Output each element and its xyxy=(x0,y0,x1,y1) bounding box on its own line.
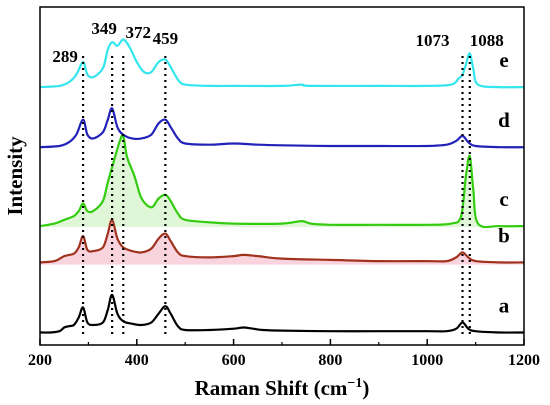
peak-label-372: 372 xyxy=(125,23,151,42)
series-d-line xyxy=(39,107,525,149)
series-c-label: c xyxy=(499,187,508,211)
x-tick-label-800: 800 xyxy=(318,352,342,369)
series-b-fill xyxy=(40,219,524,265)
x-tick-label-200: 200 xyxy=(28,352,52,369)
x-axis-title-sup: −1 xyxy=(347,376,362,391)
x-axis-ticks: 200 400 600 800 1000 1200 xyxy=(28,339,540,369)
x-tick-label-600: 600 xyxy=(222,352,246,369)
y-axis-title: Intensity xyxy=(3,136,27,216)
series-fill-layer xyxy=(40,135,524,265)
x-axis-title-close: ) xyxy=(362,376,369,400)
x-axis-title: Raman Shift (cm−1) xyxy=(195,376,370,400)
series-c-line xyxy=(39,133,525,229)
series-a-line xyxy=(39,293,525,334)
peak-label-289: 289 xyxy=(52,47,78,66)
peak-markers-layer: 289 349 372 459 1073 1088 xyxy=(52,19,504,337)
x-tick-label-1000: 1000 xyxy=(411,352,443,369)
peak-label-1088: 1088 xyxy=(470,31,504,50)
peak-label-459: 459 xyxy=(153,29,179,48)
series-b-line xyxy=(39,218,525,264)
series-letters-layer: a bc d e xyxy=(498,48,510,317)
x-tick-label-400: 400 xyxy=(125,352,149,369)
series-c-fill xyxy=(40,135,524,228)
series-b-label: b xyxy=(498,223,510,247)
x-axis-title-main: Raman Shift (cm xyxy=(195,376,348,400)
x-tick-label-1200: 1200 xyxy=(508,352,540,369)
series-d-label: d xyxy=(498,108,510,132)
peak-label-349: 349 xyxy=(91,19,117,38)
series-a-label: a xyxy=(499,293,510,317)
series-e-label: e xyxy=(499,48,508,72)
peak-label-1073: 1073 xyxy=(416,31,450,50)
